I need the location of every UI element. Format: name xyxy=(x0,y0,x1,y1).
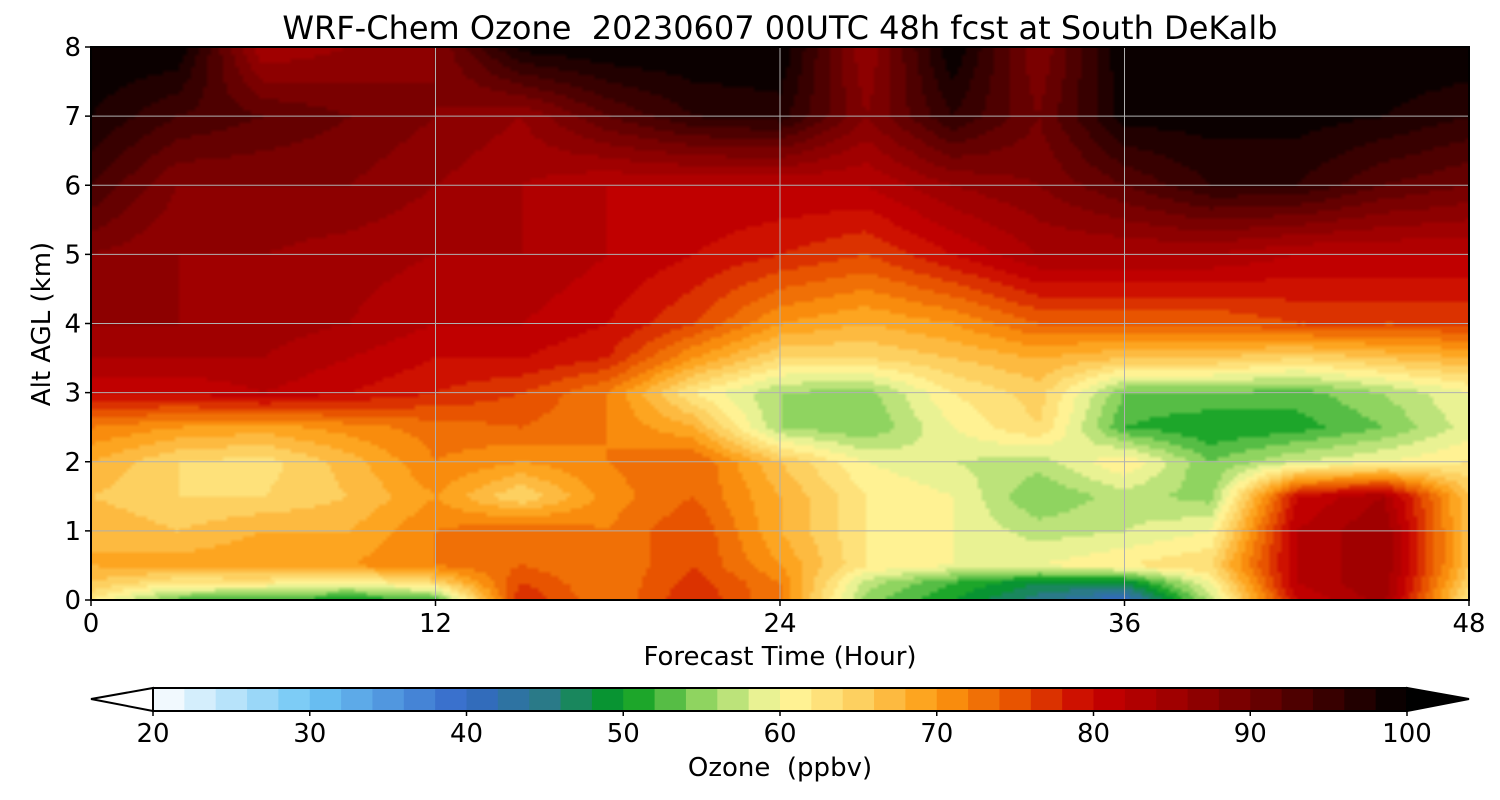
colorbar-segment xyxy=(1312,688,1345,711)
colorbar-segment xyxy=(341,688,374,711)
x-axis-ticks: 0 12 24 36 48 xyxy=(83,600,1486,639)
colorbar-segment xyxy=(1281,688,1314,711)
colorbar-segment xyxy=(403,688,436,711)
colorbar-segment xyxy=(1124,688,1157,711)
y-tick-label: 8 xyxy=(64,33,81,63)
colorbar-segment xyxy=(1375,688,1408,711)
colorbar-segment xyxy=(1030,688,1063,711)
chart-title: WRF-Chem Ozone 20230607 00UTC 48h fcst a… xyxy=(282,9,1277,47)
x-tick-label: 48 xyxy=(1452,609,1485,639)
colorbar-segment xyxy=(780,688,812,711)
colorbar-segment xyxy=(1156,688,1189,711)
colorbar-tick-label: 70 xyxy=(920,719,953,749)
colorbar-segment xyxy=(968,688,1001,711)
x-tick-label: 12 xyxy=(419,609,452,639)
colorbar-segment xyxy=(372,688,405,711)
colorbar-segment xyxy=(999,688,1032,711)
colorbar-segment xyxy=(905,688,938,711)
colorbar-segment xyxy=(215,688,248,711)
colorbar-segment xyxy=(497,688,530,711)
colorbar-tick-label: 30 xyxy=(293,719,326,749)
colorbar-segment xyxy=(1062,688,1095,711)
colorbar-tick-label: 100 xyxy=(1382,719,1432,749)
x-tick-label: 0 xyxy=(83,609,100,639)
colorbar-segment xyxy=(1344,688,1377,711)
colorbar-segment xyxy=(591,688,624,711)
colorbar-tick-label: 40 xyxy=(450,719,483,749)
colorbar: 20 30 40 50 60 70 80 90 100 Ozone (ppbv) xyxy=(90,686,1470,783)
y-tick-label: 0 xyxy=(64,586,81,616)
colorbar-segment xyxy=(435,688,468,711)
y-tick-label: 5 xyxy=(64,240,81,270)
x-tick-label: 36 xyxy=(1108,609,1141,639)
colorbar-tick-label: 50 xyxy=(607,719,640,749)
colorbar-segment xyxy=(153,688,185,711)
colorbar-ticks: 20 30 40 50 60 70 80 90 100 xyxy=(136,711,1432,749)
colorbar-tick-label: 90 xyxy=(1234,719,1267,749)
x-tick-label: 24 xyxy=(763,609,796,639)
x-axis-label: Forecast Time (Hour) xyxy=(643,642,916,672)
colorbar-segment xyxy=(654,688,687,711)
y-axis-ticks: 0 1 2 3 4 5 6 7 8 xyxy=(64,33,91,616)
colorbar-segment xyxy=(247,688,279,711)
colorbar-tick-label: 60 xyxy=(763,719,796,749)
colorbar-tick-label: 80 xyxy=(1077,719,1110,749)
colorbar-segment xyxy=(717,688,750,711)
y-tick-label: 7 xyxy=(64,102,81,132)
colorbar-segment xyxy=(1218,688,1251,711)
plot-area xyxy=(90,46,1470,601)
y-tick-label: 2 xyxy=(64,448,81,478)
colorbar-segment xyxy=(560,688,593,711)
y-tick-label: 1 xyxy=(64,517,81,547)
colorbar-segments xyxy=(153,688,1408,711)
colorbar-segment xyxy=(842,688,875,711)
colorbar-segment xyxy=(623,688,656,711)
y-axis-label: Alt AGL (km) xyxy=(27,242,57,406)
colorbar-tick-label: 20 xyxy=(136,719,169,749)
colorbar-segment xyxy=(278,688,311,711)
colorbar-segment xyxy=(1093,688,1126,711)
colorbar-segment xyxy=(309,688,342,711)
colorbar-under-arrow xyxy=(90,686,154,713)
colorbar-segment xyxy=(874,688,906,711)
colorbar-segment xyxy=(811,688,844,711)
colorbar-segment xyxy=(466,688,499,711)
colorbar-over-arrow xyxy=(1406,686,1470,713)
colorbar-segment xyxy=(529,688,562,711)
y-tick-label: 4 xyxy=(64,310,81,340)
y-tick-label: 6 xyxy=(64,171,81,201)
colorbar-segment xyxy=(1187,688,1220,711)
colorbar-segment xyxy=(685,688,718,711)
colorbar-label: Ozone (ppbv) xyxy=(688,753,872,783)
colorbar-segment xyxy=(748,688,781,711)
colorbar-segment xyxy=(936,688,969,711)
colorbar-segment xyxy=(1250,688,1283,711)
y-tick-label: 3 xyxy=(64,379,81,409)
colorbar-segment xyxy=(184,688,217,711)
